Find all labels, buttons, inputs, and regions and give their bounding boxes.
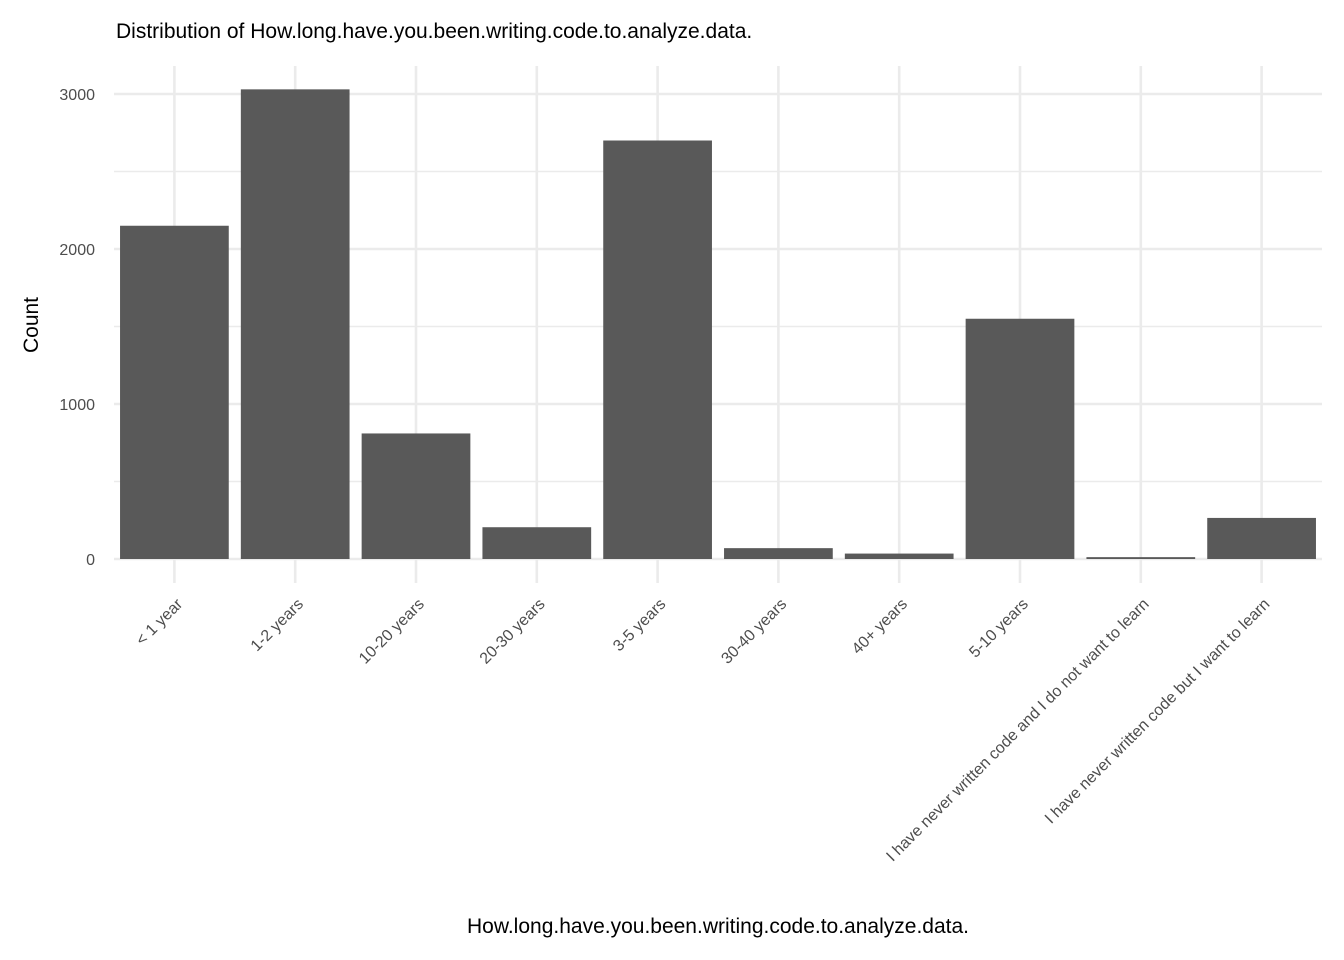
x-tick-label: 40+ years (849, 596, 911, 658)
bar (1086, 557, 1196, 559)
bar (1207, 517, 1316, 559)
bar (724, 548, 833, 559)
bar (240, 89, 350, 559)
y-tick-label: 2000 (59, 242, 95, 259)
y-tick-label: 1000 (59, 397, 95, 414)
bar (120, 225, 229, 559)
x-tick-label: I have never written code but I want to … (1042, 596, 1274, 828)
bars (120, 89, 1316, 559)
x-tick-label: 30-40 years (718, 596, 790, 668)
y-tick-label: 0 (86, 552, 95, 569)
x-tick-label: < 1 year (133, 595, 187, 649)
bar (361, 433, 471, 559)
x-tick-label: 1-2 years (248, 596, 307, 655)
y-tick-labels: 0 1000 2000 3000 (59, 87, 95, 569)
x-tick-label: I have never written code and I do not w… (883, 596, 1152, 865)
y-axis-label: Count (20, 297, 43, 353)
x-tick-labels: < 1 year 1-2 years 10-20 years 20-30 years 3… (133, 595, 1273, 865)
bar (844, 553, 954, 559)
y-tick-label: 3000 (59, 87, 95, 104)
chart-title: Distribution of How.long.have.you.been.w… (116, 20, 752, 43)
x-tick-label: 10-20 years (356, 596, 428, 668)
x-tick-label: 5-10 years (966, 596, 1031, 661)
bar (965, 318, 1075, 559)
bar (482, 527, 592, 559)
x-tick-label: 20-30 years (477, 596, 549, 668)
x-tick-label: 3-5 years (610, 596, 669, 655)
x-axis-label: How.long.have.you.been.writing.code.to.a… (467, 915, 969, 938)
bar (603, 140, 712, 559)
